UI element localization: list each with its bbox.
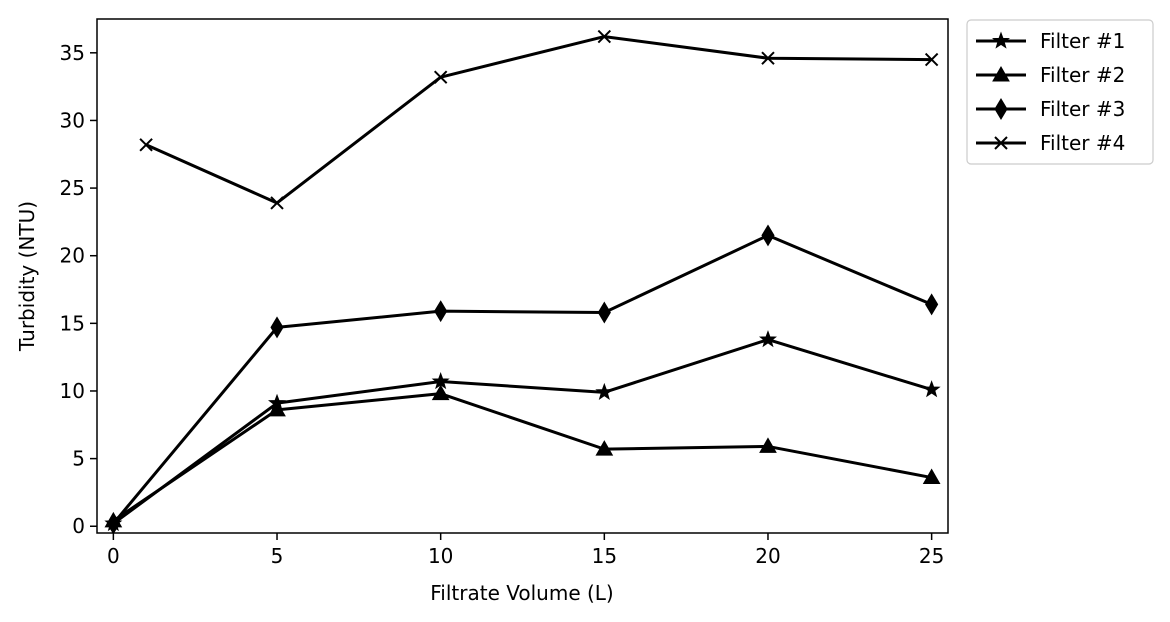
data-point-star [758, 330, 777, 348]
y-tick-label: 35 [60, 41, 85, 65]
x-axis-title: Filtrate Volume (L) [430, 581, 613, 605]
legend-marker-triangle [992, 65, 1010, 82]
y-tick-label: 25 [60, 176, 85, 200]
legend-marker-star [991, 31, 1011, 49]
data-point-x [924, 52, 939, 67]
data-point-star [922, 380, 941, 398]
data-point-diamond [925, 293, 939, 316]
plot-frame [96, 18, 949, 534]
data-point-triangle [922, 468, 941, 485]
data-point-x [433, 70, 448, 84]
series-4 [139, 29, 939, 210]
x-tick-label: 20 [755, 544, 780, 568]
series-line [112, 392, 932, 523]
legend-entry: Filter #3 [976, 97, 1125, 121]
plot-area [104, 29, 941, 535]
series-line [145, 35, 932, 205]
data-point-triangle [268, 400, 286, 417]
y-tick-label: 15 [60, 311, 85, 335]
legend-label: Filter #4 [1040, 131, 1125, 155]
y-tick-label: 30 [60, 108, 85, 132]
y-tick-label: 10 [60, 379, 85, 403]
data-point-x [597, 29, 612, 44]
data-point-diamond [270, 316, 284, 339]
x-tick-label: 15 [592, 544, 617, 568]
axes: 0 5 10 15 20 25 0 5 10 15 20 25 30 35 [60, 41, 945, 568]
legend-entry: Filter #1 [976, 29, 1125, 53]
x-tick-label: 10 [428, 544, 453, 568]
x-tick-label: 0 [107, 544, 120, 568]
data-point-triangle [431, 384, 450, 401]
legend-entry: Filter #2 [976, 63, 1125, 87]
legend-label: Filter #3 [1040, 97, 1125, 121]
y-tick-label: 5 [72, 447, 85, 471]
legend-label: Filter #1 [1040, 29, 1125, 53]
series-line [112, 233, 933, 525]
legend-marker-diamond [994, 98, 1008, 120]
y-tick-label: 20 [60, 244, 85, 268]
data-point-diamond [597, 301, 611, 324]
y-tick-label: 0 [72, 514, 85, 538]
data-point-diamond [761, 224, 775, 247]
data-point-diamond [434, 300, 448, 323]
legend-entry: Filter #4 [976, 131, 1125, 155]
data-point-triangle [595, 440, 614, 456]
y-axis-title: Turbidity (NTU) [15, 201, 39, 352]
x-tick-label: 25 [919, 544, 944, 568]
data-point-x [761, 51, 775, 65]
series-1 [104, 330, 941, 532]
series-line [112, 338, 933, 525]
data-point-x [139, 138, 153, 152]
legend: Filter #1 Filter #2 Filter #3 Filter #4 [966, 19, 1154, 165]
data-point-star [595, 382, 614, 400]
legend-box [966, 19, 1154, 165]
x-tick-label: 5 [271, 544, 284, 568]
legend-label: Filter #2 [1040, 63, 1125, 87]
series-2 [104, 384, 941, 528]
series-3 [106, 224, 939, 535]
data-point-triangle [759, 437, 777, 453]
legend-marker-x [994, 136, 1008, 150]
data-point-x [270, 196, 284, 210]
